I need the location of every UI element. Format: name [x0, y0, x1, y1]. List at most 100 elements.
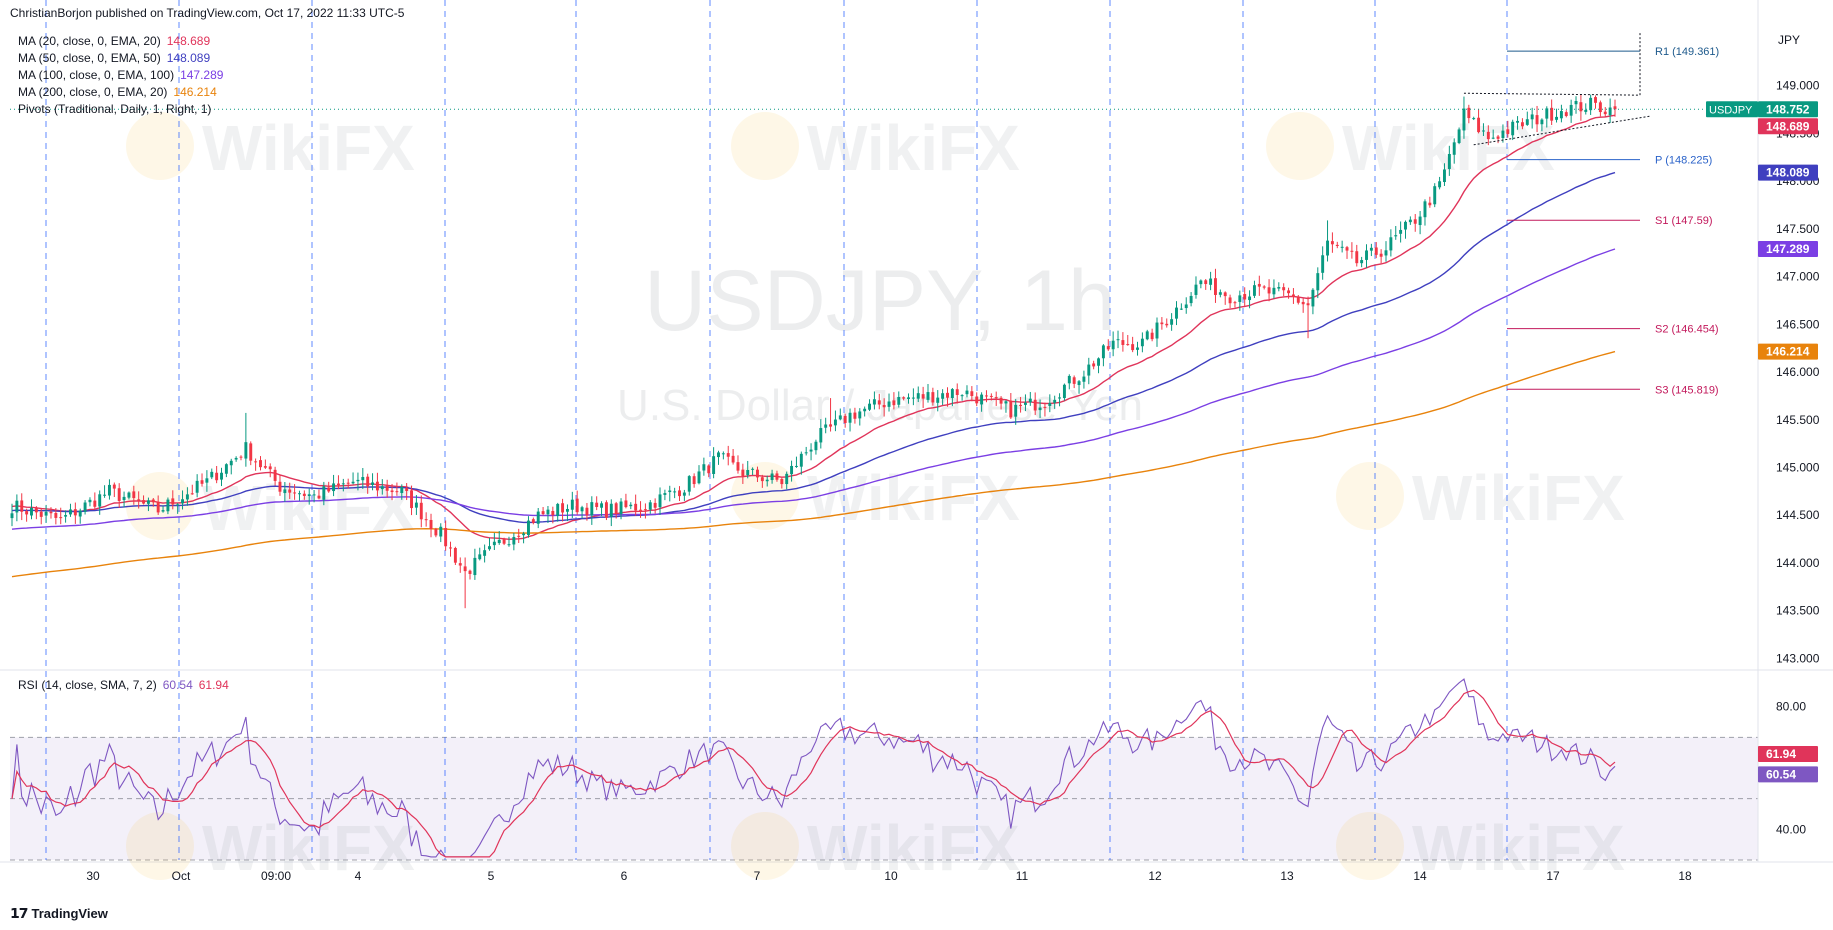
price-badge-value: 148.089 — [1766, 166, 1810, 180]
candle-body — [1028, 398, 1032, 403]
symbol-badge-bg — [1706, 101, 1758, 118]
candle — [775, 470, 779, 482]
candle-body — [1535, 115, 1539, 125]
candle-body — [692, 476, 696, 485]
candle — [15, 494, 19, 522]
candle — [210, 468, 214, 480]
x-tick-label: 30 — [86, 869, 100, 883]
candle — [1199, 279, 1203, 289]
legend-ma100[interactable]: MA (100, close, 0, EMA, 100) 147.289 — [18, 68, 223, 82]
candle — [868, 399, 871, 412]
candle-body — [30, 507, 33, 516]
candle-body — [765, 479, 769, 482]
candle-body — [687, 476, 691, 492]
legend-rsi[interactable]: RSI (14, close, SMA, 7, 2) 60.54 61.94 — [18, 678, 229, 692]
candle-body — [1594, 97, 1597, 103]
candle-body — [215, 472, 219, 481]
candle-body — [502, 539, 506, 544]
legend-pivots[interactable]: Pivots (Traditional, Daily, 1, Right, 1) — [18, 102, 211, 116]
candle — [497, 531, 501, 545]
candle — [49, 507, 53, 519]
candle-body — [127, 492, 131, 498]
candle — [171, 490, 175, 510]
candle — [390, 483, 394, 501]
candle-body — [107, 484, 111, 496]
rsi-badge-bg — [1758, 746, 1818, 763]
candle-body — [1598, 102, 1602, 113]
candle-body — [1252, 285, 1256, 296]
legend-ma20[interactable]: MA (20, close, 0, EMA, 20) 148.689 — [18, 34, 210, 48]
candle — [819, 419, 823, 449]
candle — [239, 455, 243, 461]
candle — [663, 489, 667, 501]
candle — [1014, 399, 1018, 425]
candle — [980, 392, 984, 412]
candle — [1613, 99, 1617, 117]
candle — [960, 394, 964, 401]
tradingview-logo[interactable]: 𝟭𝟳 TradingView — [10, 905, 108, 922]
candle — [254, 458, 258, 471]
candle — [887, 393, 891, 412]
candle-body — [83, 502, 87, 512]
price-badge-bg — [1758, 343, 1818, 360]
legend-ma200[interactable]: MA (200, close, 0, EMA, 20) 146.214 — [18, 85, 217, 99]
candle — [39, 507, 43, 525]
triangle-upper-line — [1463, 92, 1641, 96]
candle — [1603, 107, 1607, 117]
candle — [1413, 214, 1417, 232]
candle-body — [161, 510, 165, 512]
candle — [1316, 267, 1320, 299]
candle-body — [224, 464, 228, 474]
candle-body — [970, 391, 974, 397]
rsi-tick-label: 40.00 — [1776, 822, 1806, 836]
candle-body — [1023, 402, 1027, 405]
publish-attribution: ChristianBorjon published on TradingView… — [10, 6, 405, 20]
candle — [1228, 294, 1232, 309]
candle — [551, 506, 555, 524]
candle — [1321, 246, 1325, 280]
candle — [1019, 396, 1023, 413]
candle-body — [1511, 121, 1515, 136]
candle-body — [1433, 186, 1437, 205]
candle — [517, 528, 521, 544]
candle-body — [263, 466, 267, 468]
candle — [1467, 104, 1471, 124]
candle — [64, 510, 68, 523]
candle — [151, 497, 155, 507]
candle — [955, 383, 959, 404]
candle — [1506, 120, 1510, 138]
candle — [1374, 242, 1378, 259]
candle — [356, 472, 360, 491]
candle-body — [1209, 278, 1213, 285]
candle-body — [809, 449, 813, 452]
candle — [312, 489, 316, 503]
price-badge-value: 148.689 — [1766, 119, 1810, 133]
candle — [293, 484, 297, 500]
candle — [263, 459, 267, 470]
pivot-label: S2 (146.454) — [1655, 324, 1719, 336]
candle — [1550, 99, 1554, 126]
candle-body — [1155, 322, 1159, 339]
candle-body — [848, 412, 852, 423]
legend-ma20-value: 148.689 — [166, 34, 211, 48]
candle-body — [64, 515, 68, 517]
candle — [468, 569, 472, 580]
candle — [346, 478, 350, 489]
price-badge-value: 147.289 — [1766, 242, 1810, 256]
candle — [1072, 375, 1076, 389]
candle — [921, 386, 925, 408]
candle — [565, 504, 569, 522]
candle-body — [1262, 286, 1266, 288]
candle — [848, 408, 852, 432]
candle-body — [1062, 384, 1066, 399]
wikifx-mark: WikiFX — [1336, 462, 1625, 534]
candle-body — [463, 566, 467, 572]
candle — [1433, 183, 1437, 208]
candle — [234, 456, 238, 462]
candle — [195, 474, 199, 498]
candle — [902, 396, 906, 401]
candle-body — [950, 389, 954, 398]
candle-body — [185, 494, 189, 500]
legend-ma50[interactable]: MA (50, close, 0, EMA, 50) 148.089 — [18, 51, 210, 65]
